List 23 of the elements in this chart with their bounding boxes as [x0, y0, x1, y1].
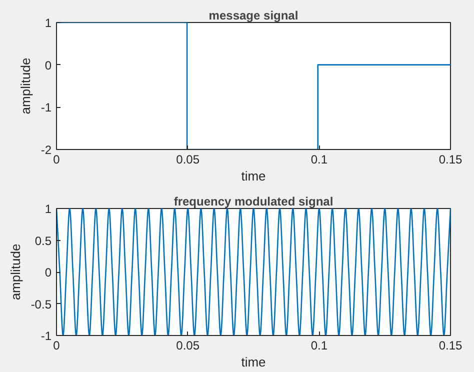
chart-title: frequency modulated signal — [174, 194, 334, 208]
x-tick-label: 0.15 — [438, 338, 463, 352]
y-tick-label: -0.5 — [30, 297, 52, 312]
y-axis-title: amplitude — [18, 58, 33, 114]
y-tick-label: 1 — [44, 16, 52, 30]
chart-title: message signal — [208, 8, 298, 22]
x-tick-label: 0.05 — [176, 152, 200, 166]
y-tick-label: 0.5 — [34, 234, 52, 248]
x-tick-label: 0.1 — [310, 152, 328, 166]
x-tick-label: 0 — [53, 152, 60, 166]
y-tick-label: 1 — [44, 202, 52, 216]
y-tick-label: 0 — [44, 266, 52, 280]
x-axis-title: time — [241, 354, 266, 370]
x-tick-label: 0.05 — [176, 338, 200, 352]
y-axis-title: amplitude — [8, 244, 23, 300]
y-tick-label: 0 — [44, 58, 52, 72]
y-tick-label: -1 — [40, 100, 52, 115]
x-tick-label: 0.15 — [438, 152, 463, 166]
y-tick-label: -1 — [40, 329, 52, 343]
y-tick-label: -2 — [40, 143, 52, 157]
x-tick-label: 0.1 — [310, 338, 328, 352]
x-tick-label: 0 — [53, 338, 60, 352]
x-axis-title: time — [241, 168, 266, 184]
